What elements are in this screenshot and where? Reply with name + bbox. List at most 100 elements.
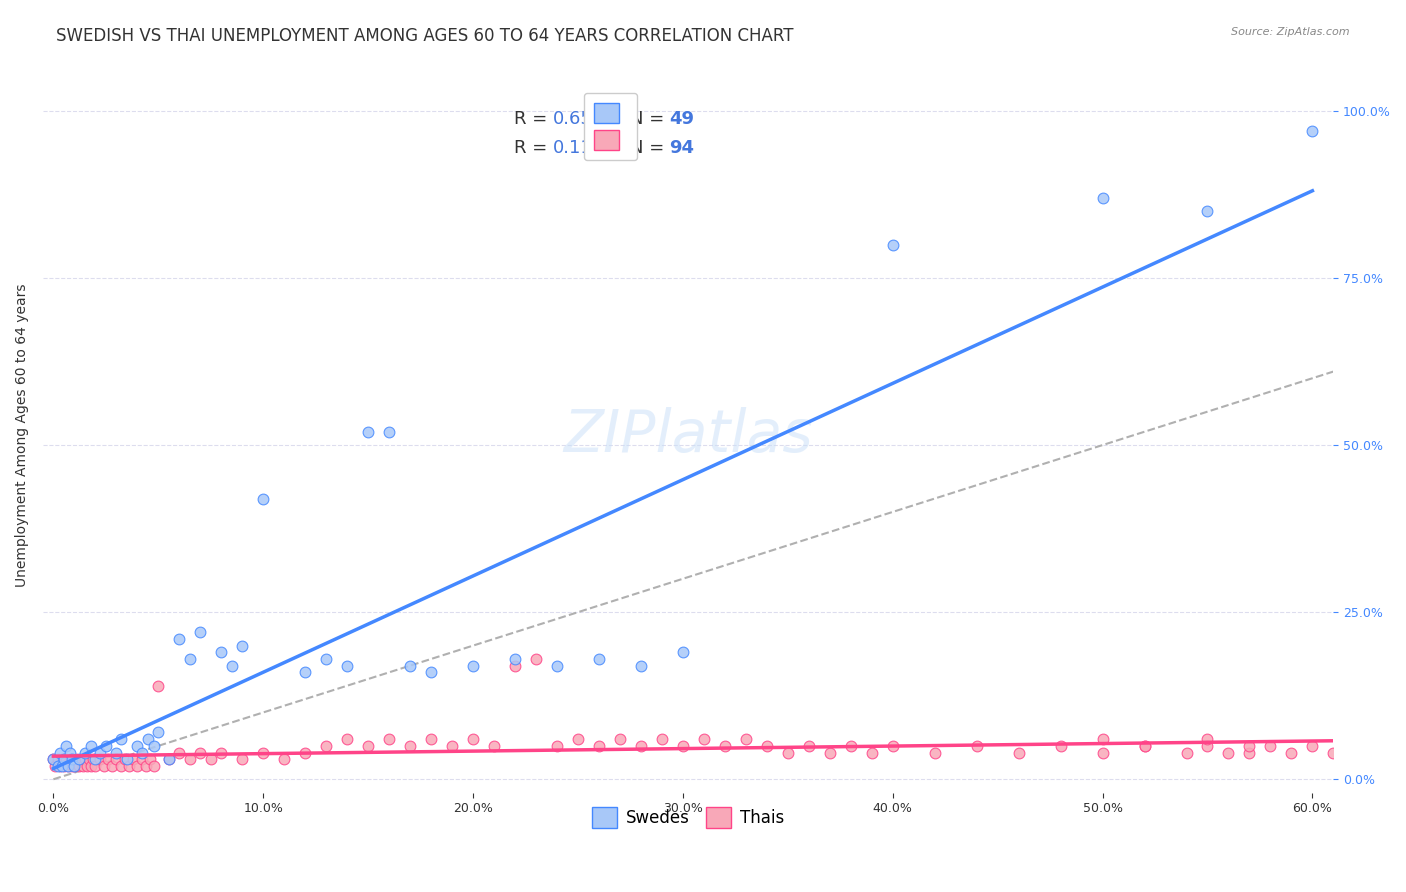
Text: Source: ZipAtlas.com: Source: ZipAtlas.com [1232, 27, 1350, 37]
Text: 49: 49 [669, 110, 693, 128]
Point [80, 739, 103, 753]
Point [336, 658, 359, 673]
Point [651, 732, 673, 747]
Point [1281, 746, 1303, 760]
Point [93, 759, 115, 773]
Point [89, 746, 111, 760]
Point [1091, 191, 1114, 205]
Point [110, 759, 132, 773]
Point [252, 491, 274, 506]
Point [1343, 739, 1365, 753]
Point [115, 752, 138, 766]
Point [200, 752, 222, 766]
Point [1133, 739, 1156, 753]
Point [966, 739, 988, 753]
Point [72, 759, 94, 773]
Point [63, 759, 86, 773]
Point [588, 652, 610, 666]
Point [482, 739, 505, 753]
Point [1239, 746, 1261, 760]
Point [860, 746, 883, 760]
Point [378, 425, 401, 439]
Point [48, 759, 70, 773]
Point [56, 759, 79, 773]
Point [315, 652, 337, 666]
Point [1322, 746, 1344, 760]
Point [59, 746, 82, 760]
Point [169, 632, 191, 646]
Point [73, 752, 96, 766]
Point [588, 739, 610, 753]
Point [105, 752, 128, 766]
Point [1007, 746, 1029, 760]
Point [110, 732, 132, 747]
Point [67, 759, 90, 773]
Point [1197, 732, 1219, 747]
Point [60, 752, 83, 766]
Point [693, 732, 716, 747]
Point [231, 639, 253, 653]
Point [399, 739, 422, 753]
Point [82, 752, 104, 766]
Point [179, 652, 201, 666]
Point [188, 625, 211, 640]
Point [567, 732, 589, 747]
Point [294, 665, 316, 680]
Point [135, 759, 157, 773]
Point [157, 752, 180, 766]
Point [143, 739, 166, 753]
Point [630, 739, 652, 753]
Point [63, 759, 86, 773]
Point [209, 746, 232, 760]
Point [127, 739, 149, 753]
Point [797, 739, 820, 753]
Point [882, 237, 904, 252]
Point [441, 739, 464, 753]
Point [461, 658, 484, 673]
Point [1239, 739, 1261, 753]
Point [84, 752, 107, 766]
Point [503, 658, 526, 673]
Text: R =: R = [515, 110, 553, 128]
Point [315, 739, 337, 753]
Point [60, 759, 83, 773]
Point [420, 665, 443, 680]
Point [46, 759, 69, 773]
Point [97, 752, 120, 766]
Point [56, 759, 79, 773]
Point [157, 752, 180, 766]
Point [94, 739, 117, 753]
Legend: Swedes, Thais: Swedes, Thais [586, 801, 790, 834]
Point [131, 746, 153, 760]
Point [924, 746, 946, 760]
Point [546, 739, 568, 753]
Point [524, 652, 547, 666]
Point [51, 752, 73, 766]
Point [46, 752, 69, 766]
Y-axis label: Unemployment Among Ages 60 to 64 years: Unemployment Among Ages 60 to 64 years [15, 284, 30, 587]
Point [755, 739, 778, 753]
Point [76, 759, 98, 773]
Point [80, 759, 103, 773]
Point [546, 658, 568, 673]
Point [67, 752, 90, 766]
Point [143, 759, 166, 773]
Point [1175, 746, 1198, 760]
Point [672, 739, 695, 753]
Text: 0.653: 0.653 [553, 110, 605, 128]
Point [42, 752, 65, 766]
Point [221, 658, 243, 673]
Point [1133, 739, 1156, 753]
Point [105, 746, 128, 760]
Point [1301, 739, 1323, 753]
Point [1364, 746, 1386, 760]
Point [1218, 746, 1240, 760]
Point [136, 732, 159, 747]
Point [399, 658, 422, 673]
Point [77, 752, 100, 766]
Point [609, 732, 631, 747]
Point [52, 759, 75, 773]
Point [55, 739, 77, 753]
Point [1197, 739, 1219, 753]
Point [672, 645, 695, 659]
